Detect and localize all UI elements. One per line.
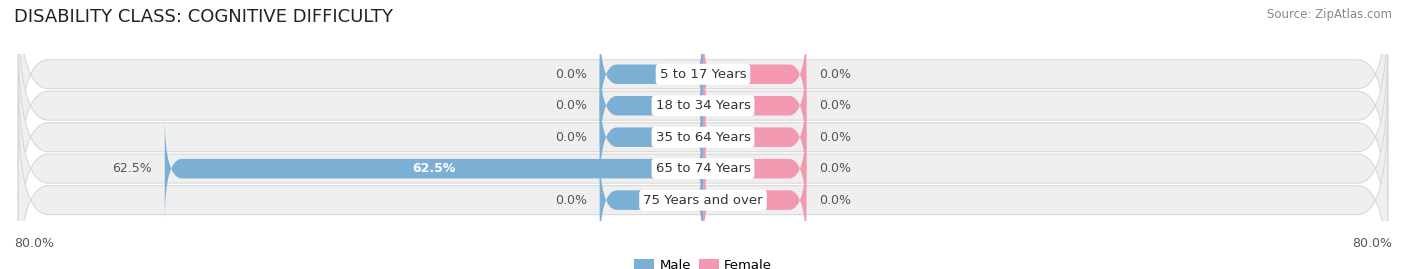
FancyBboxPatch shape — [703, 21, 807, 128]
Text: 0.0%: 0.0% — [820, 162, 851, 175]
FancyBboxPatch shape — [599, 52, 703, 159]
FancyBboxPatch shape — [18, 10, 1388, 201]
Text: 5 to 17 Years: 5 to 17 Years — [659, 68, 747, 81]
FancyBboxPatch shape — [703, 147, 807, 253]
FancyBboxPatch shape — [18, 41, 1388, 233]
Text: 0.0%: 0.0% — [820, 131, 851, 144]
Text: 0.0%: 0.0% — [820, 68, 851, 81]
Text: Source: ZipAtlas.com: Source: ZipAtlas.com — [1267, 8, 1392, 21]
Text: 0.0%: 0.0% — [820, 99, 851, 112]
Text: 65 to 74 Years: 65 to 74 Years — [655, 162, 751, 175]
Text: DISABILITY CLASS: COGNITIVE DIFFICULTY: DISABILITY CLASS: COGNITIVE DIFFICULTY — [14, 8, 394, 26]
Text: 80.0%: 80.0% — [1353, 237, 1392, 250]
Text: 0.0%: 0.0% — [555, 99, 586, 112]
FancyBboxPatch shape — [703, 52, 807, 159]
FancyBboxPatch shape — [703, 84, 807, 190]
Text: 0.0%: 0.0% — [555, 194, 586, 207]
Text: 75 Years and over: 75 Years and over — [643, 194, 763, 207]
FancyBboxPatch shape — [599, 21, 703, 128]
Text: 0.0%: 0.0% — [555, 68, 586, 81]
Text: 0.0%: 0.0% — [820, 194, 851, 207]
Text: 62.5%: 62.5% — [412, 162, 456, 175]
Text: 62.5%: 62.5% — [112, 162, 152, 175]
FancyBboxPatch shape — [599, 147, 703, 253]
Text: 35 to 64 Years: 35 to 64 Years — [655, 131, 751, 144]
FancyBboxPatch shape — [165, 115, 703, 222]
FancyBboxPatch shape — [18, 73, 1388, 264]
Text: 80.0%: 80.0% — [14, 237, 53, 250]
FancyBboxPatch shape — [599, 84, 703, 190]
Text: 18 to 34 Years: 18 to 34 Years — [655, 99, 751, 112]
Legend: Male, Female: Male, Female — [628, 253, 778, 269]
Text: 0.0%: 0.0% — [555, 131, 586, 144]
FancyBboxPatch shape — [703, 115, 807, 222]
FancyBboxPatch shape — [18, 0, 1388, 170]
FancyBboxPatch shape — [18, 104, 1388, 269]
